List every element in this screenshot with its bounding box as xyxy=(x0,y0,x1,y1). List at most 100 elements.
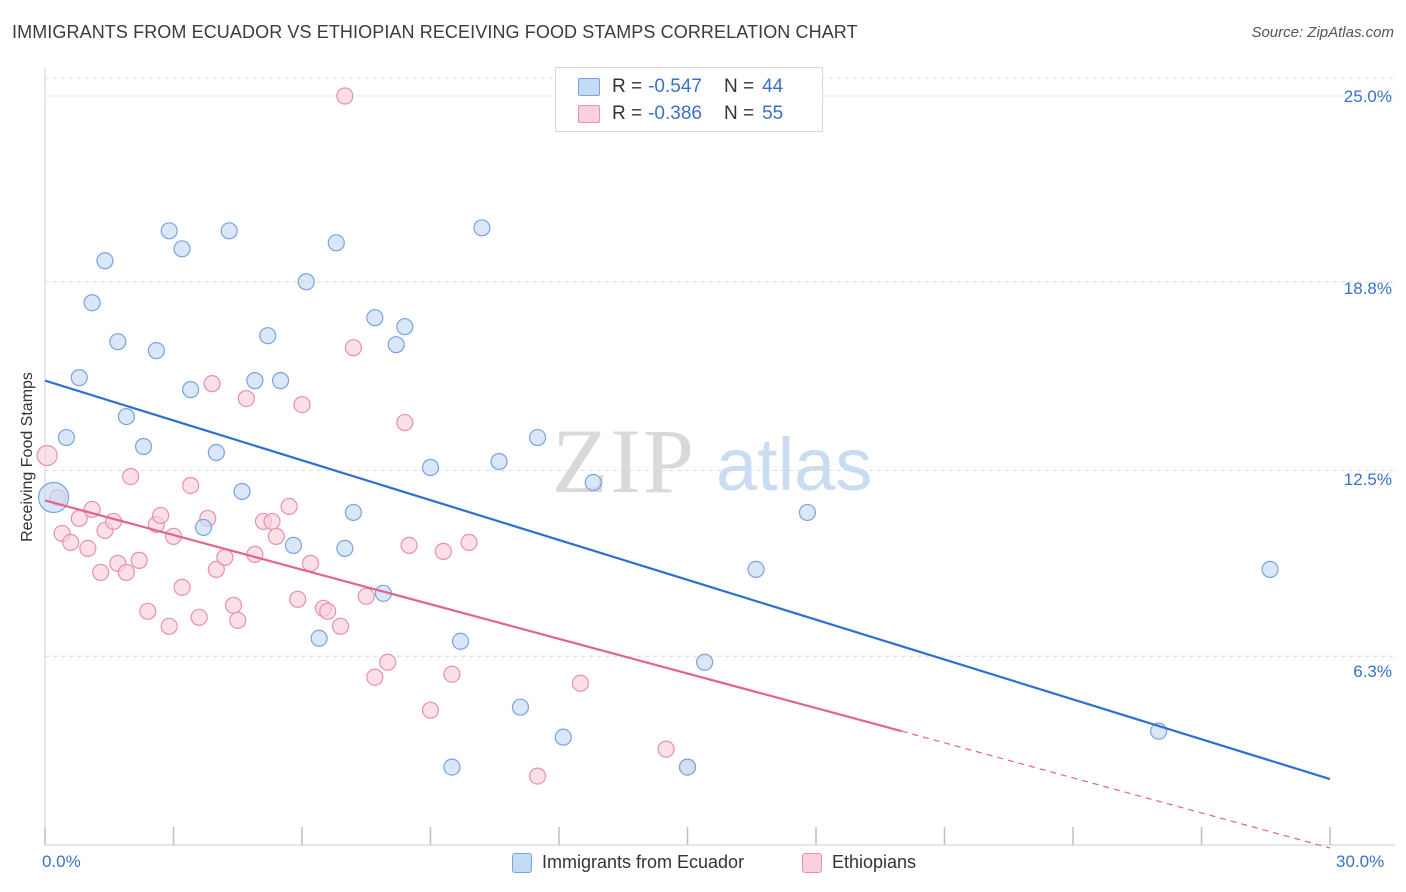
data-point xyxy=(528,767,547,785)
data-point xyxy=(396,413,414,432)
data-point xyxy=(160,617,178,635)
bottom-legend-ecuador: Immigrants from Ecuador xyxy=(512,852,744,873)
data-point xyxy=(331,617,350,635)
data-point xyxy=(490,452,508,471)
data-point xyxy=(263,512,281,531)
data-point xyxy=(36,444,58,467)
data-point xyxy=(421,458,440,477)
data-point xyxy=(301,554,320,572)
legend-swatch-pink xyxy=(578,105,600,123)
data-point xyxy=(310,629,328,647)
trend-line-extension xyxy=(901,730,1331,849)
data-point xyxy=(280,497,298,516)
data-point xyxy=(173,578,191,596)
data-point xyxy=(421,701,440,719)
data-point xyxy=(1261,560,1279,578)
data-point xyxy=(357,587,375,605)
data-point xyxy=(271,372,290,390)
trend-lines xyxy=(44,379,1331,849)
legend-row-ecuador: R = -0.547 N = 44 xyxy=(578,75,783,99)
data-point xyxy=(79,539,97,557)
data-point xyxy=(224,596,243,614)
data-point xyxy=(229,611,247,629)
legend-n-label: N = xyxy=(723,103,755,124)
data-point xyxy=(344,339,362,357)
trend-line xyxy=(44,499,902,733)
data-point xyxy=(62,533,80,552)
data-point xyxy=(207,443,225,462)
data-point xyxy=(451,632,470,650)
x-tick-label-max: 30.0% xyxy=(1336,852,1385,871)
legend-n-value: 55 xyxy=(762,103,784,124)
data-point xyxy=(220,222,238,240)
y-tick-label: 6.3% xyxy=(1353,662,1392,681)
watermark: ZIP atlas xyxy=(552,410,872,512)
y-tick-label: 12.5% xyxy=(1343,470,1392,489)
data-point xyxy=(233,482,251,501)
trend-line xyxy=(44,379,1331,781)
data-point xyxy=(182,476,200,495)
legend-n-value: 44 xyxy=(762,76,784,97)
data-point xyxy=(246,372,264,390)
data-point xyxy=(57,428,76,447)
data-point xyxy=(194,518,213,537)
data-point xyxy=(134,437,153,456)
y-axis-label: Receiving Food Stamps xyxy=(19,372,36,542)
data-point xyxy=(511,698,530,716)
data-point xyxy=(747,560,765,578)
data-point xyxy=(400,536,418,555)
data-point xyxy=(152,506,170,525)
data-point xyxy=(122,467,140,486)
data-point xyxy=(327,234,345,252)
data-point xyxy=(216,548,234,566)
data-point xyxy=(528,428,547,447)
data-point xyxy=(173,240,191,258)
data-point xyxy=(37,481,70,514)
data-point xyxy=(83,294,101,312)
data-point xyxy=(117,563,135,581)
data-point xyxy=(70,369,88,387)
data-point xyxy=(289,590,307,608)
data-point xyxy=(319,602,337,620)
data-point xyxy=(366,668,384,686)
legend-swatch-blue xyxy=(578,78,600,96)
y-tick-label: 25.0% xyxy=(1343,87,1392,106)
data-point xyxy=(237,389,255,408)
legend-r-value: -0.547 xyxy=(648,76,702,97)
legend-r-label: R = xyxy=(612,103,643,124)
data-point xyxy=(190,608,208,626)
data-point xyxy=(571,674,590,692)
bottom-legend-label: Ethiopians xyxy=(832,852,917,872)
data-point xyxy=(798,503,817,522)
data-point xyxy=(696,653,714,671)
legend-row-ethiopians: R = -0.386 N = 55 xyxy=(578,102,783,126)
series-ecuador xyxy=(37,219,1279,776)
data-point xyxy=(160,222,178,240)
data-point xyxy=(678,758,697,776)
data-point xyxy=(336,539,354,557)
data-point xyxy=(96,252,114,270)
legend-n-label: N = xyxy=(723,76,755,97)
data-point xyxy=(139,602,157,620)
data-point xyxy=(344,503,362,522)
bottom-legend-ethiopians: Ethiopians xyxy=(802,852,916,873)
data-point xyxy=(366,309,384,327)
data-point xyxy=(443,758,461,776)
data-point xyxy=(443,665,461,683)
legend-r-value: -0.386 xyxy=(648,103,702,124)
data-point xyxy=(207,560,225,578)
data-point xyxy=(434,542,452,560)
data-point xyxy=(267,527,285,546)
data-point xyxy=(130,551,148,569)
x-tick-label-min: 0.0% xyxy=(42,852,81,871)
data-point xyxy=(657,740,675,758)
watermark-atlas: atlas xyxy=(716,423,872,506)
chart-title: IMMIGRANTS FROM ECUADOR VS ETHIOPIAN REC… xyxy=(12,22,858,42)
data-point xyxy=(117,407,135,426)
data-point xyxy=(473,219,491,237)
data-point xyxy=(387,336,405,354)
data-point xyxy=(259,327,277,345)
source-label: Source: ZipAtlas.com xyxy=(1251,24,1394,41)
bottom-legend-swatch-pink xyxy=(802,852,822,873)
